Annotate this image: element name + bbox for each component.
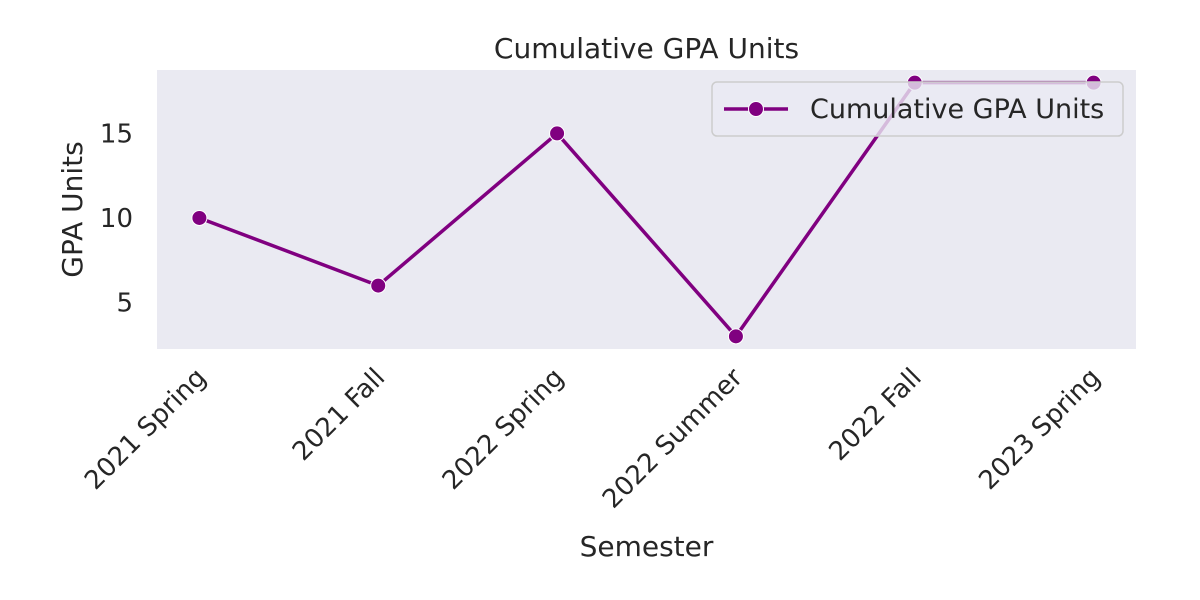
legend: Cumulative GPA Units [711, 81, 1124, 137]
data-point [727, 328, 744, 345]
legend-marker-swatch [748, 101, 764, 117]
data-point [549, 125, 566, 142]
y-axis-label: GPA Units [56, 141, 89, 277]
y-tick-label: 5 [116, 289, 133, 319]
x-axis-label: Semester [580, 530, 714, 563]
y-axis-ticks: 5 10 15 [100, 119, 133, 318]
y-tick-label: 10 [100, 204, 133, 234]
data-point [191, 209, 208, 226]
y-tick-label: 15 [100, 119, 133, 149]
data-point [370, 277, 387, 294]
legend-box [711, 81, 1124, 137]
legend-label: Cumulative GPA Units [810, 94, 1104, 125]
chart-title: Cumulative GPA Units [494, 32, 799, 65]
